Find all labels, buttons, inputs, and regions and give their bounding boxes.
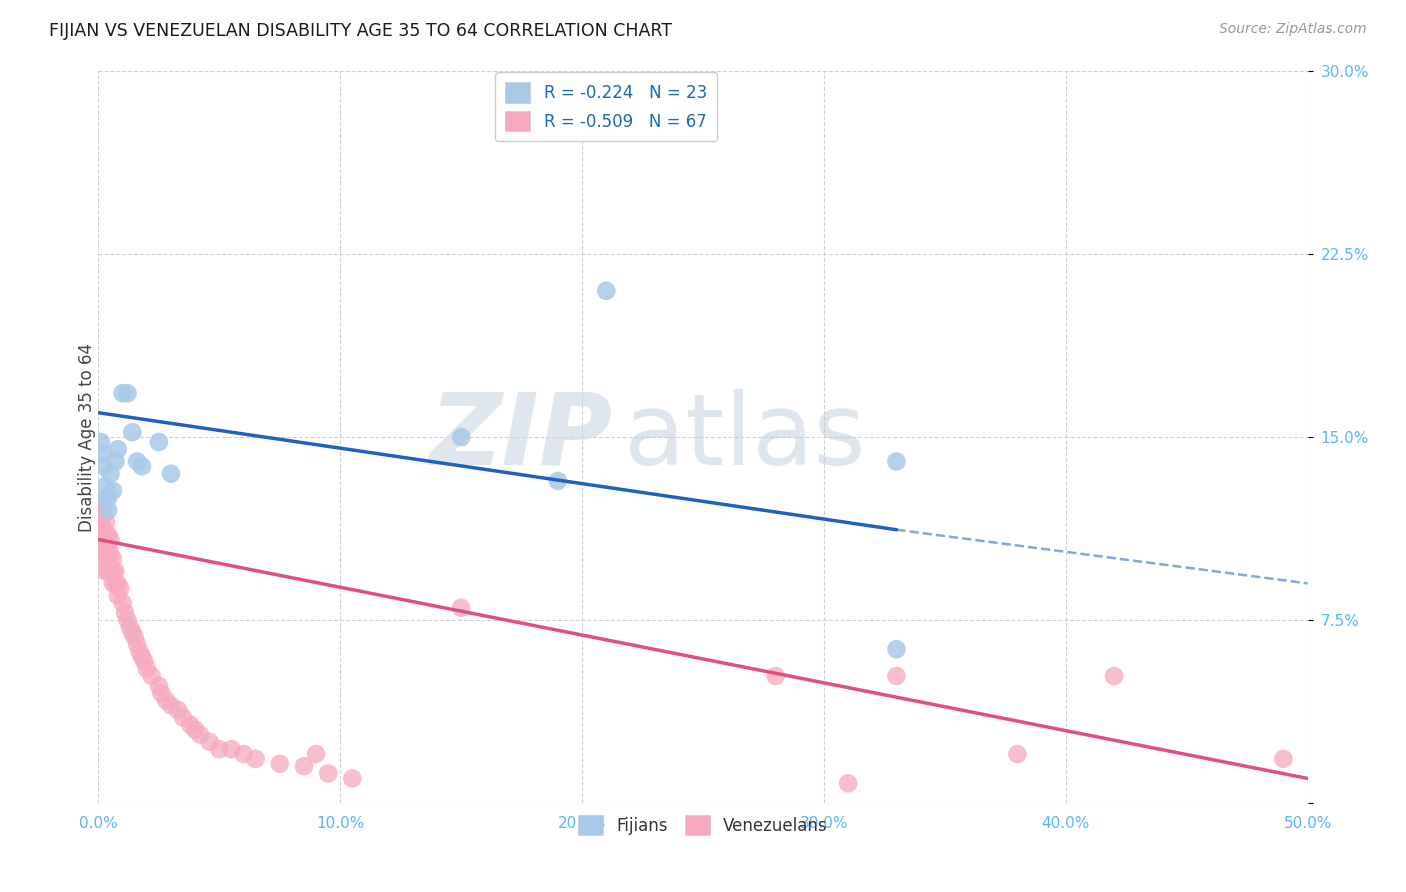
Text: atlas: atlas bbox=[624, 389, 866, 485]
Point bbox=[121, 625, 143, 640]
Point bbox=[886, 669, 908, 683]
Point bbox=[97, 564, 120, 578]
Point bbox=[97, 491, 120, 505]
Point bbox=[547, 474, 569, 488]
Point bbox=[97, 503, 120, 517]
Point bbox=[94, 564, 117, 578]
Point bbox=[111, 386, 134, 401]
Point bbox=[886, 642, 908, 657]
Point bbox=[198, 735, 221, 749]
Point bbox=[450, 430, 472, 444]
Point bbox=[94, 552, 117, 566]
Text: Source: ZipAtlas.com: Source: ZipAtlas.com bbox=[1219, 22, 1367, 37]
Point bbox=[172, 710, 194, 724]
Point bbox=[90, 523, 112, 537]
Point bbox=[94, 491, 117, 505]
Point bbox=[104, 454, 127, 468]
Point bbox=[100, 467, 122, 481]
Point bbox=[91, 508, 114, 522]
Point bbox=[118, 620, 141, 634]
Point bbox=[121, 425, 143, 440]
Point bbox=[179, 718, 201, 732]
Point bbox=[316, 766, 339, 780]
Point bbox=[107, 589, 129, 603]
Point bbox=[117, 386, 139, 401]
Point bbox=[141, 669, 163, 683]
Legend: Fijians, Venezuelans: Fijians, Venezuelans bbox=[572, 808, 834, 842]
Point bbox=[150, 686, 173, 700]
Point bbox=[90, 508, 112, 522]
Point bbox=[148, 679, 170, 693]
Point bbox=[1007, 747, 1029, 761]
Point bbox=[90, 516, 112, 530]
Point bbox=[91, 523, 114, 537]
Point bbox=[886, 454, 908, 468]
Point bbox=[94, 516, 117, 530]
Point bbox=[188, 727, 211, 741]
Point bbox=[269, 756, 291, 771]
Point bbox=[160, 467, 183, 481]
Point bbox=[595, 284, 617, 298]
Point bbox=[292, 759, 315, 773]
Point bbox=[101, 552, 124, 566]
Point bbox=[232, 747, 254, 761]
Point bbox=[100, 547, 122, 561]
Point bbox=[91, 540, 114, 554]
Point bbox=[104, 564, 127, 578]
Point bbox=[107, 442, 129, 457]
Point bbox=[131, 459, 153, 474]
Point bbox=[160, 698, 183, 713]
Text: ZIP: ZIP bbox=[429, 389, 613, 485]
Point bbox=[167, 703, 190, 717]
Point bbox=[100, 564, 122, 578]
Point bbox=[148, 434, 170, 449]
Point bbox=[100, 533, 122, 547]
Y-axis label: Disability Age 35 to 64: Disability Age 35 to 64 bbox=[79, 343, 96, 532]
Point bbox=[342, 772, 364, 786]
Point bbox=[1102, 669, 1125, 683]
Point bbox=[208, 742, 231, 756]
Point bbox=[91, 533, 114, 547]
Point bbox=[127, 454, 149, 468]
Point bbox=[117, 613, 139, 627]
Point bbox=[101, 576, 124, 591]
Point bbox=[94, 540, 117, 554]
Point bbox=[97, 552, 120, 566]
Point bbox=[837, 776, 859, 790]
Point bbox=[94, 479, 117, 493]
Point bbox=[91, 447, 114, 461]
Point bbox=[107, 576, 129, 591]
Point bbox=[114, 606, 136, 620]
Point bbox=[131, 649, 153, 664]
Point bbox=[90, 503, 112, 517]
Point bbox=[245, 752, 267, 766]
Point bbox=[128, 645, 150, 659]
Point bbox=[94, 527, 117, 541]
Point bbox=[184, 723, 207, 737]
Point bbox=[765, 669, 787, 683]
Point bbox=[124, 630, 146, 644]
Text: FIJIAN VS VENEZUELAN DISABILITY AGE 35 TO 64 CORRELATION CHART: FIJIAN VS VENEZUELAN DISABILITY AGE 35 T… bbox=[49, 22, 672, 40]
Point bbox=[155, 693, 177, 707]
Point bbox=[111, 596, 134, 610]
Point bbox=[450, 600, 472, 615]
Point bbox=[134, 654, 156, 668]
Point bbox=[101, 564, 124, 578]
Point bbox=[101, 483, 124, 498]
Point bbox=[221, 742, 243, 756]
Point bbox=[127, 637, 149, 651]
Point bbox=[104, 576, 127, 591]
Point bbox=[305, 747, 328, 761]
Point bbox=[108, 581, 131, 595]
Point bbox=[135, 662, 157, 676]
Point bbox=[97, 527, 120, 541]
Point bbox=[91, 499, 114, 513]
Point bbox=[1272, 752, 1295, 766]
Point bbox=[91, 459, 114, 474]
Point bbox=[90, 434, 112, 449]
Point bbox=[97, 540, 120, 554]
